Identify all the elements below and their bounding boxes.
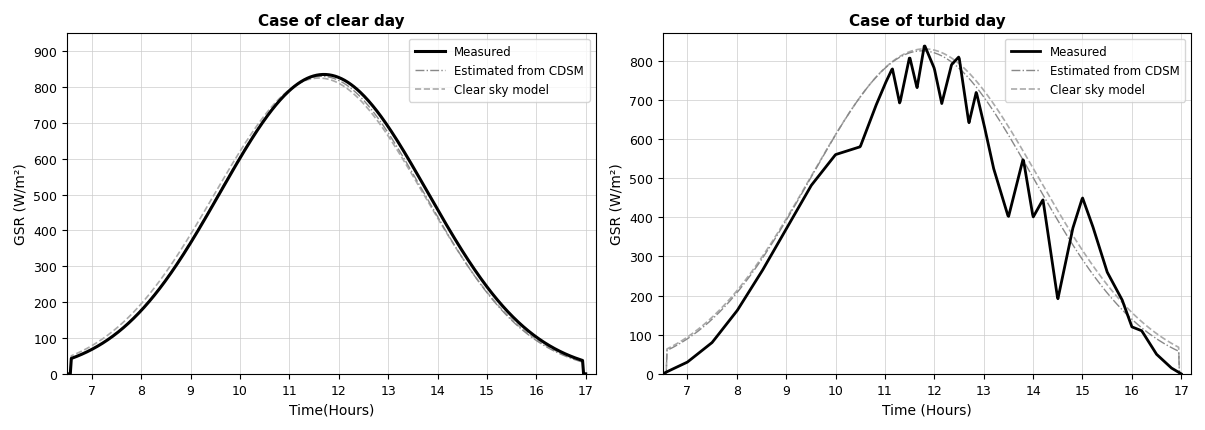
- Measured: [957, 92, 971, 97]
- Estimated from CDSM: [890, 57, 905, 62]
- Measured: [310, 74, 324, 79]
- X-axis label: Time (Hours): Time (Hours): [882, 402, 971, 416]
- Y-axis label: GSR (W/m²): GSR (W/m²): [610, 163, 623, 245]
- Clear sky model: [656, 372, 670, 377]
- Measured: [341, 81, 355, 86]
- Measured: [486, 292, 500, 298]
- Clear sky model: [370, 118, 384, 123]
- Clear sky model: [486, 298, 500, 303]
- Clear sky model: [890, 56, 905, 61]
- Estimated from CDSM: [1174, 372, 1188, 377]
- Estimated from CDSM: [310, 75, 324, 80]
- Estimated from CDSM: [656, 372, 670, 377]
- Measured: [568, 355, 582, 360]
- X-axis label: Time(Hours): Time(Hours): [289, 402, 374, 416]
- Estimated from CDSM: [60, 372, 75, 377]
- Measured: [918, 44, 933, 49]
- Estimated from CDSM: [789, 202, 804, 207]
- Line: Clear sky model: Clear sky model: [67, 79, 586, 374]
- Line: Clear sky model: Clear sky model: [663, 50, 1181, 374]
- Measured: [1103, 275, 1117, 280]
- Clear sky model: [60, 372, 75, 377]
- Clear sky model: [1047, 202, 1062, 207]
- Estimated from CDSM: [306, 75, 321, 80]
- Line: Estimated from CDSM: Estimated from CDSM: [67, 77, 586, 374]
- Measured: [60, 372, 75, 377]
- Clear sky model: [341, 88, 355, 93]
- Legend: Measured, Estimated from CDSM, Clear sky model: Measured, Estimated from CDSM, Clear sky…: [1005, 40, 1186, 102]
- Measured: [656, 372, 670, 377]
- Estimated from CDSM: [1047, 212, 1062, 217]
- Estimated from CDSM: [1003, 135, 1017, 141]
- Estimated from CDSM: [341, 85, 355, 90]
- Measured: [578, 372, 593, 377]
- Title: Case of turbid day: Case of turbid day: [848, 14, 1005, 29]
- Clear sky model: [311, 76, 325, 81]
- Clear sky model: [747, 266, 762, 271]
- Estimated from CDSM: [486, 298, 500, 303]
- Estimated from CDSM: [747, 267, 762, 273]
- Estimated from CDSM: [315, 74, 329, 80]
- Measured: [971, 98, 986, 103]
- Clear sky model: [1174, 372, 1188, 377]
- Clear sky model: [789, 200, 804, 206]
- Legend: Measured, Estimated from CDSM, Clear sky model: Measured, Estimated from CDSM, Clear sky…: [410, 40, 589, 102]
- Clear sky model: [578, 372, 593, 377]
- Clear sky model: [1003, 127, 1017, 132]
- Measured: [687, 354, 701, 359]
- Estimated from CDSM: [370, 115, 384, 120]
- Title: Case of clear day: Case of clear day: [258, 14, 405, 29]
- Measured: [1050, 289, 1064, 295]
- Estimated from CDSM: [578, 372, 593, 377]
- Clear sky model: [310, 77, 324, 82]
- Clear sky model: [962, 71, 976, 77]
- Measured: [1174, 372, 1188, 377]
- Line: Measured: Measured: [67, 75, 586, 374]
- Measured: [987, 167, 1001, 172]
- Clear sky model: [917, 47, 931, 52]
- Clear sky model: [568, 356, 582, 361]
- Line: Estimated from CDSM: Estimated from CDSM: [663, 52, 1181, 374]
- Measured: [370, 109, 384, 114]
- Measured: [306, 74, 321, 80]
- Estimated from CDSM: [962, 77, 976, 82]
- Line: Measured: Measured: [663, 47, 1181, 374]
- Estimated from CDSM: [568, 357, 582, 362]
- Measured: [317, 73, 331, 78]
- Y-axis label: GSR (W/m²): GSR (W/m²): [14, 163, 28, 245]
- Clear sky model: [306, 77, 321, 82]
- Estimated from CDSM: [915, 49, 929, 54]
